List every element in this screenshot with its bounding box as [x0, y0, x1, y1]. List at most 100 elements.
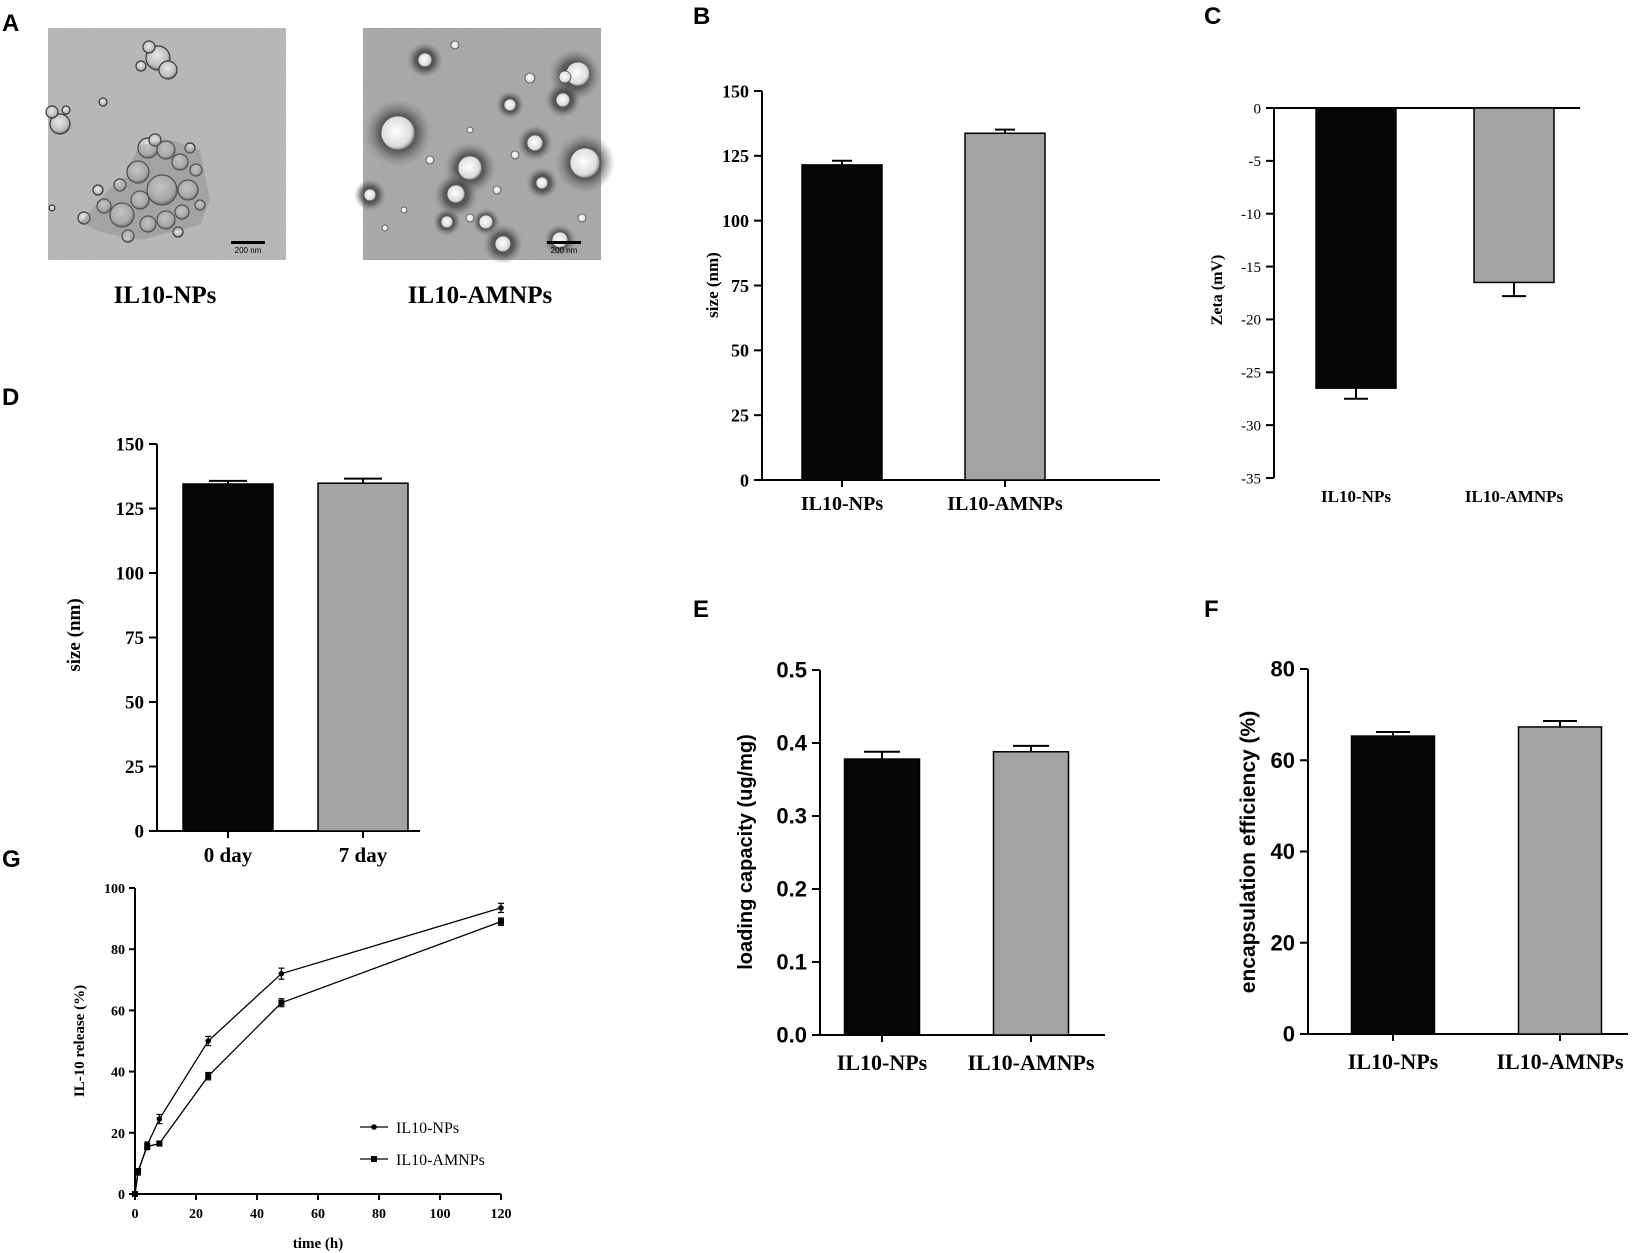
scale-bar-label: 200 nm: [551, 246, 578, 255]
y-axis-label: loading capacity (ug/mg): [735, 734, 757, 970]
y-axis-label: Zeta (mV): [1209, 255, 1226, 326]
y-tick-label: 80: [111, 943, 125, 958]
legend-label: IL10-AMNPs: [396, 1152, 485, 1169]
bar: [992, 751, 1070, 1036]
y-tick-label: 0.2: [776, 877, 807, 902]
micrograph-caption: IL10-NPs: [114, 282, 217, 309]
y-tick-label: 50: [731, 341, 749, 361]
y-tick-label: -10: [1241, 207, 1261, 223]
chart-panel-b: B 0 25 50 75 100 125 150 IL10-NPs IL10-AMNPs size …: [693, 3, 1160, 515]
data-point: [278, 999, 285, 1006]
data-point: [205, 1038, 211, 1044]
data-point: [135, 1168, 142, 1175]
y-tick-label: 0: [135, 822, 145, 843]
x-tick-label: IL10-NPs: [1321, 487, 1391, 506]
y-tick-label: 75: [731, 276, 749, 296]
bar: [1473, 107, 1555, 284]
chart-panel-f: F 0 20 40 60 80 IL10-NPs IL10-AMNPs encapsulatio…: [1204, 596, 1628, 1074]
panel-c-letter: C: [1204, 3, 1221, 30]
y-axis-label: encapsulation efficiency (%): [1237, 711, 1260, 993]
legend-marker: [371, 1124, 377, 1130]
panel-e-letter: E: [693, 596, 709, 623]
y-tick-label: 150: [722, 81, 749, 101]
data-point: [278, 970, 285, 977]
panel-d-letter: D: [2, 384, 19, 411]
y-tick-label: 100: [104, 882, 125, 897]
y-tick-label: -30: [1241, 418, 1261, 434]
y-tick-label: 25: [731, 405, 749, 425]
data-point: [205, 1073, 212, 1080]
y-tick-label: 0.5: [776, 658, 807, 683]
panel-g-letter: G: [2, 846, 21, 873]
bar: [1315, 107, 1397, 389]
y-tick-label: 40: [1271, 839, 1295, 864]
x-tick-label: IL10-NPs: [801, 493, 883, 515]
x-tick-label: IL10-AMNPs: [967, 1050, 1095, 1075]
micrograph-caption: IL10-AMNPs: [408, 282, 553, 309]
bar: [801, 164, 883, 481]
bar: [843, 758, 921, 1036]
scale-bar: [547, 241, 581, 244]
y-axis-label: size (nm): [703, 252, 722, 318]
panel-a-letter: A: [2, 10, 19, 37]
panel-a: A 200 nm: [2, 10, 615, 309]
y-tick-label: -15: [1241, 260, 1261, 276]
chart-panel-g: G 0 20 40 60 80 100 0 20 40 60 80 100 120 time (h) IL-1…: [2, 846, 512, 1252]
x-tick-label: 7 day: [339, 843, 388, 867]
y-tick-label: 40: [111, 1066, 125, 1081]
y-tick-label: 60: [1271, 748, 1295, 773]
bar: [964, 132, 1046, 481]
y-tick-label: 0.3: [776, 804, 807, 829]
x-tick-label: IL10-NPs: [837, 1050, 928, 1075]
y-tick-label: 0.1: [776, 950, 807, 975]
y-tick-label: 100: [722, 211, 749, 231]
scale-bar-label: 200 nm: [235, 246, 262, 255]
bar: [1350, 735, 1436, 1035]
bar: [1517, 726, 1603, 1035]
micrograph-il10-nps: 200 nm: [45, 28, 286, 260]
y-axis-label: size (nm): [64, 598, 85, 671]
y-tick-label: 0: [118, 1188, 125, 1203]
y-tick-label: 25: [125, 757, 144, 778]
x-tick-label: IL10-AMNPs: [1465, 487, 1564, 506]
y-tick-label: -5: [1249, 154, 1262, 170]
bar: [317, 482, 409, 832]
x-tick-label: IL10-AMNPs: [1496, 1049, 1624, 1074]
data-point: [132, 1191, 138, 1197]
y-tick-label: 0: [740, 470, 749, 490]
data-point: [156, 1140, 163, 1147]
panel-f-letter: F: [1204, 596, 1219, 623]
scale-bar: [231, 241, 265, 244]
x-tick-label: 80: [372, 1207, 386, 1222]
y-tick-label: 100: [116, 564, 145, 585]
y-tick-label: 0.4: [776, 731, 807, 756]
y-tick-label: 125: [116, 499, 145, 520]
y-tick-label: 0: [1283, 1022, 1295, 1047]
y-tick-label: 125: [722, 146, 749, 166]
y-tick-label: -35: [1241, 471, 1261, 487]
x-tick-label: 100: [430, 1207, 451, 1222]
y-tick-label: 20: [1271, 930, 1295, 955]
x-tick-label: 0 day: [204, 843, 253, 867]
y-tick-label: 20: [111, 1127, 125, 1142]
panel-b-letter: B: [693, 3, 710, 30]
y-tick-label: 150: [116, 435, 145, 456]
y-tick-label: -25: [1241, 366, 1261, 382]
micrograph-il10-amnps: 200 nm: [354, 28, 615, 264]
data-point: [144, 1143, 151, 1150]
data-point: [498, 905, 504, 911]
legend-label: IL10-NPs: [396, 1120, 459, 1137]
x-tick-label: IL10-NPs: [1348, 1049, 1439, 1074]
x-tick-label: 120: [491, 1207, 512, 1222]
y-tick-label: 0.0: [776, 1023, 807, 1048]
x-tick-label: IL10-AMNPs: [947, 493, 1063, 515]
y-tick-label: 75: [125, 628, 144, 649]
legend-marker: [371, 1156, 377, 1162]
y-axis-label: IL-10 release (%): [72, 985, 88, 1097]
data-point: [156, 1116, 163, 1122]
y-tick-label: 0: [1254, 101, 1262, 117]
y-tick-label: 50: [125, 693, 144, 714]
chart-panel-e: E 0.0 0.1 0.2 0.3 0.4 0.5 IL10-NPs IL10-AMNPs loa…: [693, 596, 1105, 1075]
chart-panel-c: C 0 -5 -10 -15 -20 -25 -30 -35 IL10-NPs IL10-AMNPs…: [1204, 3, 1580, 506]
